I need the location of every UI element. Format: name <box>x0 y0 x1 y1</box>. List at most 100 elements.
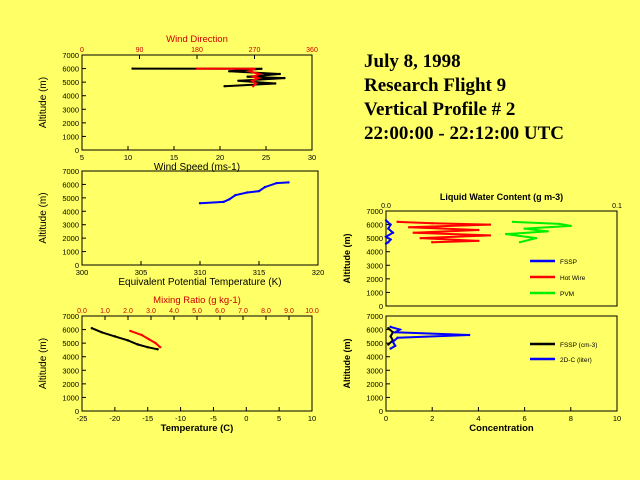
data-point <box>228 198 231 201</box>
y-axis-label: Altitude (m) <box>342 234 352 284</box>
y-tick-label: 6000 <box>366 221 383 230</box>
data-point <box>394 344 397 348</box>
data-point <box>534 236 538 240</box>
series-line <box>390 325 470 350</box>
data-point <box>477 228 480 232</box>
y-tick-label: 1000 <box>366 393 383 402</box>
data-point <box>131 67 134 70</box>
data-point <box>195 67 199 70</box>
chart-temp: 0 1000 2000 3000 4000 5000 6000 7000 Altitude (m… <box>38 295 319 434</box>
data-point <box>223 85 226 88</box>
y-tick-label: 2000 <box>62 234 79 243</box>
top-x-tick-label: 90 <box>136 47 144 54</box>
top-x-tick-label: 7.0 <box>238 308 248 315</box>
time-range-text: 22:00:00 - 22:12:00 UTC <box>364 123 565 144</box>
x-tick-label: 320 <box>312 268 325 277</box>
top-x-tick-label: 0.0 <box>381 203 391 210</box>
data-point <box>248 70 251 73</box>
top-x-tick-label: 0.1 <box>612 203 622 210</box>
x-tick-label: 0 <box>384 414 388 423</box>
y-tick-label: 2000 <box>366 275 383 284</box>
x-tick-label: -15 <box>142 414 153 423</box>
x-tick-label: -10 <box>175 414 186 423</box>
y-tick-label: 5000 <box>62 194 79 203</box>
y-tick-label: 1000 <box>366 288 383 297</box>
x-tick-label: 300 <box>76 268 89 277</box>
data-point <box>511 220 515 224</box>
top-x-tick-label: 360 <box>306 47 318 54</box>
data-point <box>504 232 508 236</box>
top-x-tick-label: 270 <box>249 47 261 54</box>
data-point <box>159 346 162 349</box>
y-tick-label: 4000 <box>62 353 79 362</box>
top-x-tick-label: 0 <box>80 47 84 54</box>
data-point <box>384 242 388 245</box>
x-tick-label: 5 <box>277 414 281 423</box>
data-point <box>228 70 231 73</box>
x-tick-label: 30 <box>308 153 316 162</box>
data-point <box>396 336 399 339</box>
data-point <box>237 79 240 82</box>
data-point <box>234 193 237 197</box>
x-tick-label: 20 <box>216 153 224 162</box>
top-x-tick-label: 8.0 <box>261 308 271 315</box>
data-point <box>391 231 395 234</box>
y-tick-label: 7000 <box>366 312 383 321</box>
y-tick-label: 3000 <box>62 366 79 375</box>
y-tick-label: 4000 <box>366 248 383 257</box>
series-line <box>199 181 289 205</box>
y-tick-label: 4000 <box>62 92 79 101</box>
y-tick-label: 0 <box>379 302 383 311</box>
y-tick-label: 3000 <box>62 105 79 114</box>
y-tick-label: 0 <box>75 407 79 416</box>
data-point <box>129 329 132 333</box>
top-x-tick-label: 5.0 <box>192 308 202 315</box>
y-tick-label: 7000 <box>366 207 383 216</box>
data-point <box>250 79 254 82</box>
y-tick-label: 6000 <box>366 326 383 335</box>
data-point <box>389 238 392 241</box>
data-point <box>467 333 471 337</box>
x-tick-label: -5 <box>210 414 217 423</box>
series-line <box>505 220 571 244</box>
top-x-tick-label: 180 <box>191 47 203 54</box>
data-point <box>283 76 286 80</box>
y-axis-label: Altitude (m) <box>38 338 49 389</box>
data-point <box>412 231 415 234</box>
data-point <box>252 85 255 88</box>
x-tick-label: 2 <box>430 414 434 423</box>
y-axis-label: Altitude (m) <box>38 192 49 243</box>
top-x-tick-label: 3.0 <box>146 308 156 315</box>
y-tick-label: 1000 <box>62 393 79 402</box>
x-tick-label: 0 <box>244 414 248 423</box>
data-point <box>275 181 278 185</box>
data-point <box>523 227 526 230</box>
chart-wind: 0 1000 2000 3000 4000 5000 6000 7000 Altitude (m… <box>38 34 318 173</box>
data-point <box>419 236 422 240</box>
data-point <box>146 346 149 349</box>
data-point <box>246 191 249 194</box>
y-tick-label: 0 <box>75 261 79 270</box>
data-point <box>394 331 397 334</box>
x-tick-label: 25 <box>262 153 270 162</box>
top-x-tick-label: 6.0 <box>215 308 225 315</box>
x-tick-label: -25 <box>77 414 88 423</box>
data-point <box>254 82 257 85</box>
data-point <box>198 202 202 205</box>
top-x-tick-label: 2.0 <box>123 308 133 315</box>
y-tick-label: 7000 <box>62 167 79 176</box>
y-tick-label: 4000 <box>62 207 79 216</box>
y-tick-label: 6000 <box>62 180 79 189</box>
data-point <box>156 348 159 351</box>
x-tick-label: 6 <box>523 414 527 423</box>
legend-label: Hot Wire <box>560 275 586 282</box>
y-tick-label: 7000 <box>62 51 79 60</box>
data-point <box>389 325 392 329</box>
x-tick-label: 10 <box>124 153 132 162</box>
legend-label: FSSP (cm-3) <box>560 342 597 349</box>
x-tick-label: 5 <box>80 153 84 162</box>
legend-label: PVM <box>560 291 574 298</box>
y-axis-label: Altitude (m) <box>342 339 352 389</box>
x-tick-label: 10 <box>308 414 316 423</box>
chart-lwc: 0 1000 2000 3000 4000 5000 6000 7000 Altitude (m… <box>342 192 622 311</box>
